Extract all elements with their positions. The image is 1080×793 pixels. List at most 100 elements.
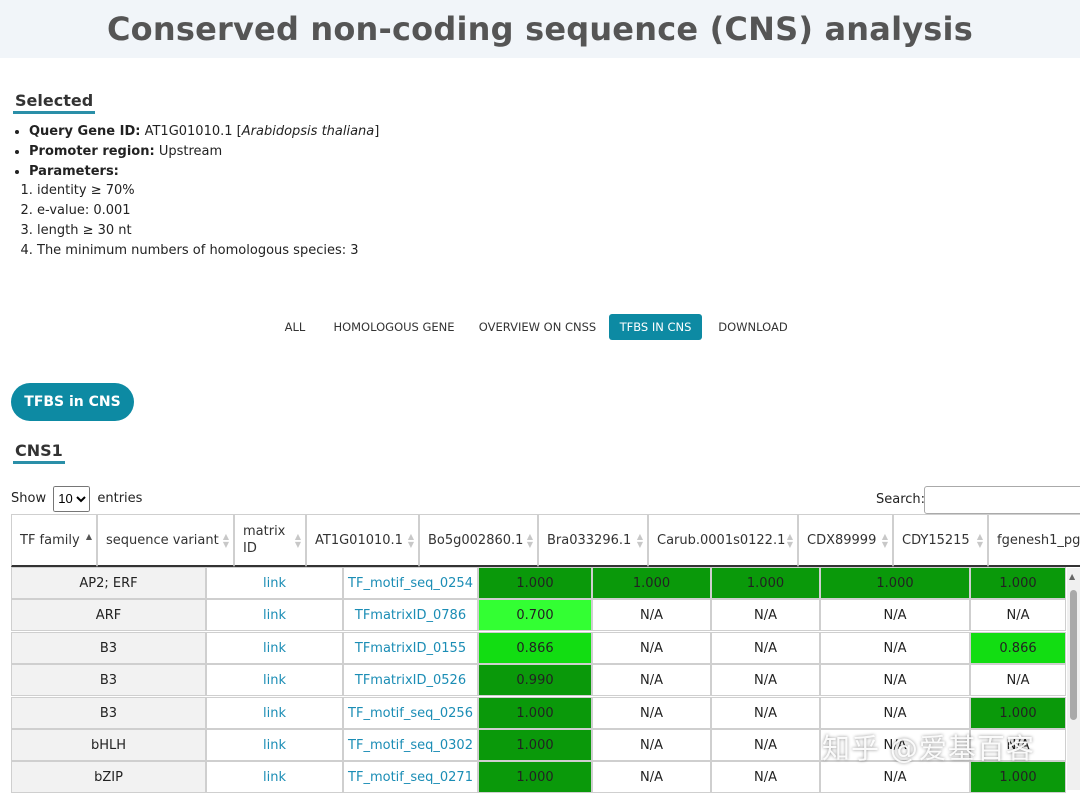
matrix-id-link[interactable]: TF_motif_seq_0254 <box>348 576 473 591</box>
entries-label: entries <box>97 491 143 506</box>
tfbs-in-cns-button[interactable]: TFBS in CNS <box>11 383 134 421</box>
selection-summary: Query Gene ID: AT1G01010.1 [Arabidopsis … <box>12 122 379 182</box>
sequence-variant-cell: link <box>206 761 343 793</box>
scrollbar-thumb[interactable] <box>1070 590 1077 720</box>
entries-control: Show 10 entries <box>11 485 142 513</box>
sequence-variant-link[interactable]: link <box>263 608 286 624</box>
sequence-variant-link[interactable]: link <box>263 738 286 753</box>
score-cell: N/A <box>820 761 970 793</box>
matrix-id-link[interactable]: TFmatrixID_0155 <box>354 640 467 656</box>
column-header-label: CDX89999 <box>807 532 877 548</box>
tf-family-cell: bHLH <box>11 729 206 761</box>
parameter-min-species: The minimum numbers of homologous specie… <box>37 241 359 261</box>
search-label: Search: <box>876 492 926 507</box>
sequence-variant-link[interactable]: link <box>263 770 286 786</box>
matrix-id-cell: TF_motif_seq_0256 <box>343 696 478 729</box>
parameter-evalue: e-value: 0.001 <box>37 201 359 221</box>
sort-icon: ▲ ▼ <box>976 532 983 549</box>
score-cell: 0.866 <box>478 631 592 664</box>
species-name: Arabidopsis thaliana <box>241 124 375 139</box>
matrix-id-cell: TFmatrixID_0526 <box>343 664 478 697</box>
score-cell: 1.000 <box>478 729 592 761</box>
column-header-label: matrix ID <box>243 524 286 556</box>
tf-family-cell: B3 <box>11 631 206 664</box>
sequence-variant-cell: link <box>206 567 343 599</box>
page-title: Conserved non-coding sequence (CNS) anal… <box>107 10 973 48</box>
parameters-item: Parameters: <box>29 162 379 182</box>
table-row: B3 link TFmatrixID_0526 0.990 N/A N/A N/A N/A <box>11 664 1067 697</box>
entries-select[interactable]: 10 <box>53 485 91 512</box>
score-cell: N/A <box>820 696 970 729</box>
matrix-id-link[interactable]: TFmatrixID_0526 <box>354 673 467 689</box>
tf-family-cell: AP2; ERF <box>11 567 206 599</box>
sequence-variant-link[interactable]: link <box>263 576 286 591</box>
column-header-3[interactable]: AT1G01010.1 ▲ ▼ <box>306 514 419 567</box>
score-cell: N/A <box>592 599 711 632</box>
matrix-id-link[interactable]: TF_motif_seq_0271 <box>348 770 473 786</box>
score-cell: 0.700 <box>478 599 592 632</box>
parameter-length: length ≥ 30 nt <box>37 221 359 241</box>
column-header-label: Bo5g002860.1 <box>428 532 524 548</box>
sort-icon: ▲ <box>85 532 92 541</box>
sequence-variant-cell: link <box>206 631 343 664</box>
sequence-variant-cell: link <box>206 729 343 761</box>
promoter-label: Promoter region: <box>29 144 155 159</box>
table-scrollbar[interactable]: ▲ <box>1067 568 1080 790</box>
score-cell: 0.990 <box>478 664 592 697</box>
tf-family-cell: B3 <box>11 696 206 729</box>
tab-tfbs-in-cns[interactable]: TFBS IN CNS <box>609 314 702 340</box>
matrix-id-cell: TF_motif_seq_0271 <box>343 761 478 793</box>
matrix-id-link[interactable]: TFmatrixID_0786 <box>354 608 467 624</box>
tab-overview-on-cnss[interactable]: OVERVIEW ON CNSS <box>478 320 597 334</box>
selected-heading: Selected <box>13 91 96 114</box>
score-cell: N/A <box>592 761 711 793</box>
matrix-id-cell: TFmatrixID_0786 <box>343 599 478 632</box>
sequence-variant-link[interactable]: link <box>263 640 286 656</box>
score-cell: 1.000 <box>711 567 820 599</box>
score-cell: N/A <box>592 631 711 664</box>
column-header-5[interactable]: Bra033296.1 ▲ ▼ <box>538 514 648 567</box>
search-control: Search: <box>876 486 1080 514</box>
search-input[interactable] <box>924 486 1080 514</box>
table-row: ARF link TFmatrixID_0786 0.700 N/A N/A N/A N/A <box>11 599 1067 632</box>
table-row: bZIP link TF_motif_seq_0271 1.000 N/A N/A N/A 1… <box>11 761 1067 793</box>
column-header-label: Carub.0001s0122.1 <box>657 532 786 548</box>
matrix-id-link[interactable]: TF_motif_seq_0302 <box>348 738 473 753</box>
column-header-2[interactable]: matrix ID ▲ ▼ <box>234 514 306 567</box>
page-banner: Conserved non-coding sequence (CNS) anal… <box>0 0 1080 58</box>
matrix-id-link[interactable]: TF_motif_seq_0256 <box>348 705 473 721</box>
parameter-list: identity ≥ 70% e-value: 0.001 length ≥ 3… <box>14 181 359 261</box>
species-bracket-close: ] <box>374 124 380 139</box>
score-cell: 1.000 <box>970 567 1066 599</box>
promoter-region-item: Promoter region: Upstream <box>29 142 379 162</box>
column-header-0[interactable]: TF family ▲ <box>11 514 97 567</box>
tab-homologous-gene[interactable]: HOMOLOGOUS GENE <box>333 320 455 334</box>
score-cell: N/A <box>820 599 970 632</box>
column-header-1[interactable]: sequence variant ▲ ▼ <box>97 514 234 567</box>
column-header-6[interactable]: Carub.0001s0122.1 ▲ ▼ <box>648 514 798 567</box>
table-row: B3 link TF_motif_seq_0256 1.000 N/A N/A N/A 1.0… <box>11 696 1067 729</box>
score-cell: 1.000 <box>478 696 592 729</box>
column-header-label: Bra033296.1 <box>547 532 632 548</box>
table-row: AP2; ERF link TF_motif_seq_0254 1.000 1.000 1… <box>11 567 1067 599</box>
sort-icon: ▲ ▼ <box>222 532 229 549</box>
score-cell: N/A <box>592 664 711 697</box>
score-cell: N/A <box>970 664 1066 697</box>
tab-download[interactable]: DOWNLOAD <box>718 320 788 334</box>
score-cell: N/A <box>970 599 1066 632</box>
column-header-4[interactable]: Bo5g002860.1 ▲ ▼ <box>419 514 538 567</box>
scroll-up-icon[interactable]: ▲ <box>1069 572 1076 581</box>
score-cell: N/A <box>711 664 820 697</box>
table-row: bHLH link TF_motif_seq_0302 1.000 N/A N/A N/A N… <box>11 729 1067 761</box>
column-header-label: AT1G01010.1 <box>315 532 403 548</box>
column-header-9[interactable]: fgenesh1_pg.C <box>988 514 1080 567</box>
column-header-label: TF family <box>20 532 80 548</box>
column-header-7[interactable]: CDX89999 ▲ ▼ <box>798 514 893 567</box>
sort-icon: ▲ ▼ <box>786 532 793 549</box>
query-gene-id: AT1G01010.1 <box>144 124 233 139</box>
sequence-variant-link[interactable]: link <box>263 673 286 689</box>
column-header-8[interactable]: CDY15215 ▲ ▼ <box>893 514 988 567</box>
sequence-variant-link[interactable]: link <box>263 705 286 721</box>
tab-all[interactable]: ALL <box>284 320 306 334</box>
sequence-variant-cell: link <box>206 696 343 729</box>
